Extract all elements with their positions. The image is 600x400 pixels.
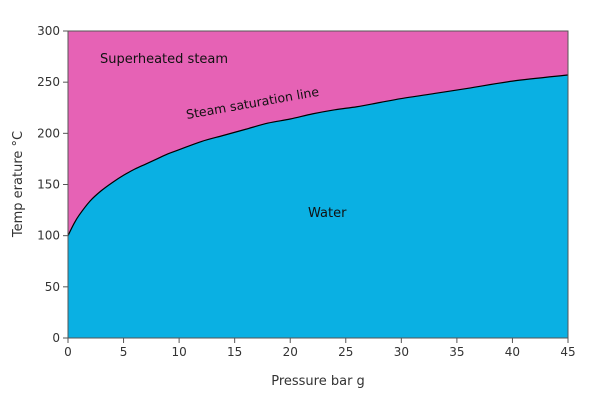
x-tick-label: 5: [120, 345, 128, 359]
x-tick-label: 45: [560, 345, 575, 359]
y-tick-label: 150: [37, 178, 60, 192]
region-water: [68, 75, 568, 339]
x-tick-label: 20: [283, 345, 298, 359]
region-label-superheated-steam: Superheated steam: [100, 52, 228, 67]
x-tick-label: 35: [449, 345, 464, 359]
series-line-steam-saturation: [67, 74, 569, 236]
x-tick-label: 15: [227, 345, 242, 359]
y-tick-label: 300: [37, 24, 60, 38]
x-tick-label: 30: [394, 345, 409, 359]
region-label-water: Water: [308, 206, 347, 221]
y-tick-label: 50: [45, 280, 60, 294]
x-tick-label: 40: [505, 345, 520, 359]
y-tick-label: 200: [37, 126, 60, 140]
y-axis-title: Temp erature °C: [11, 131, 26, 238]
y-tick-label: 250: [37, 75, 60, 89]
x-tick-label: 0: [64, 345, 72, 359]
x-axis-title: Pressure bar g: [271, 374, 365, 389]
y-tick-label: 0: [52, 331, 60, 345]
y-tick-label: 100: [37, 229, 60, 243]
x-tick-label: 10: [171, 345, 186, 359]
x-tick-label: 25: [338, 345, 353, 359]
